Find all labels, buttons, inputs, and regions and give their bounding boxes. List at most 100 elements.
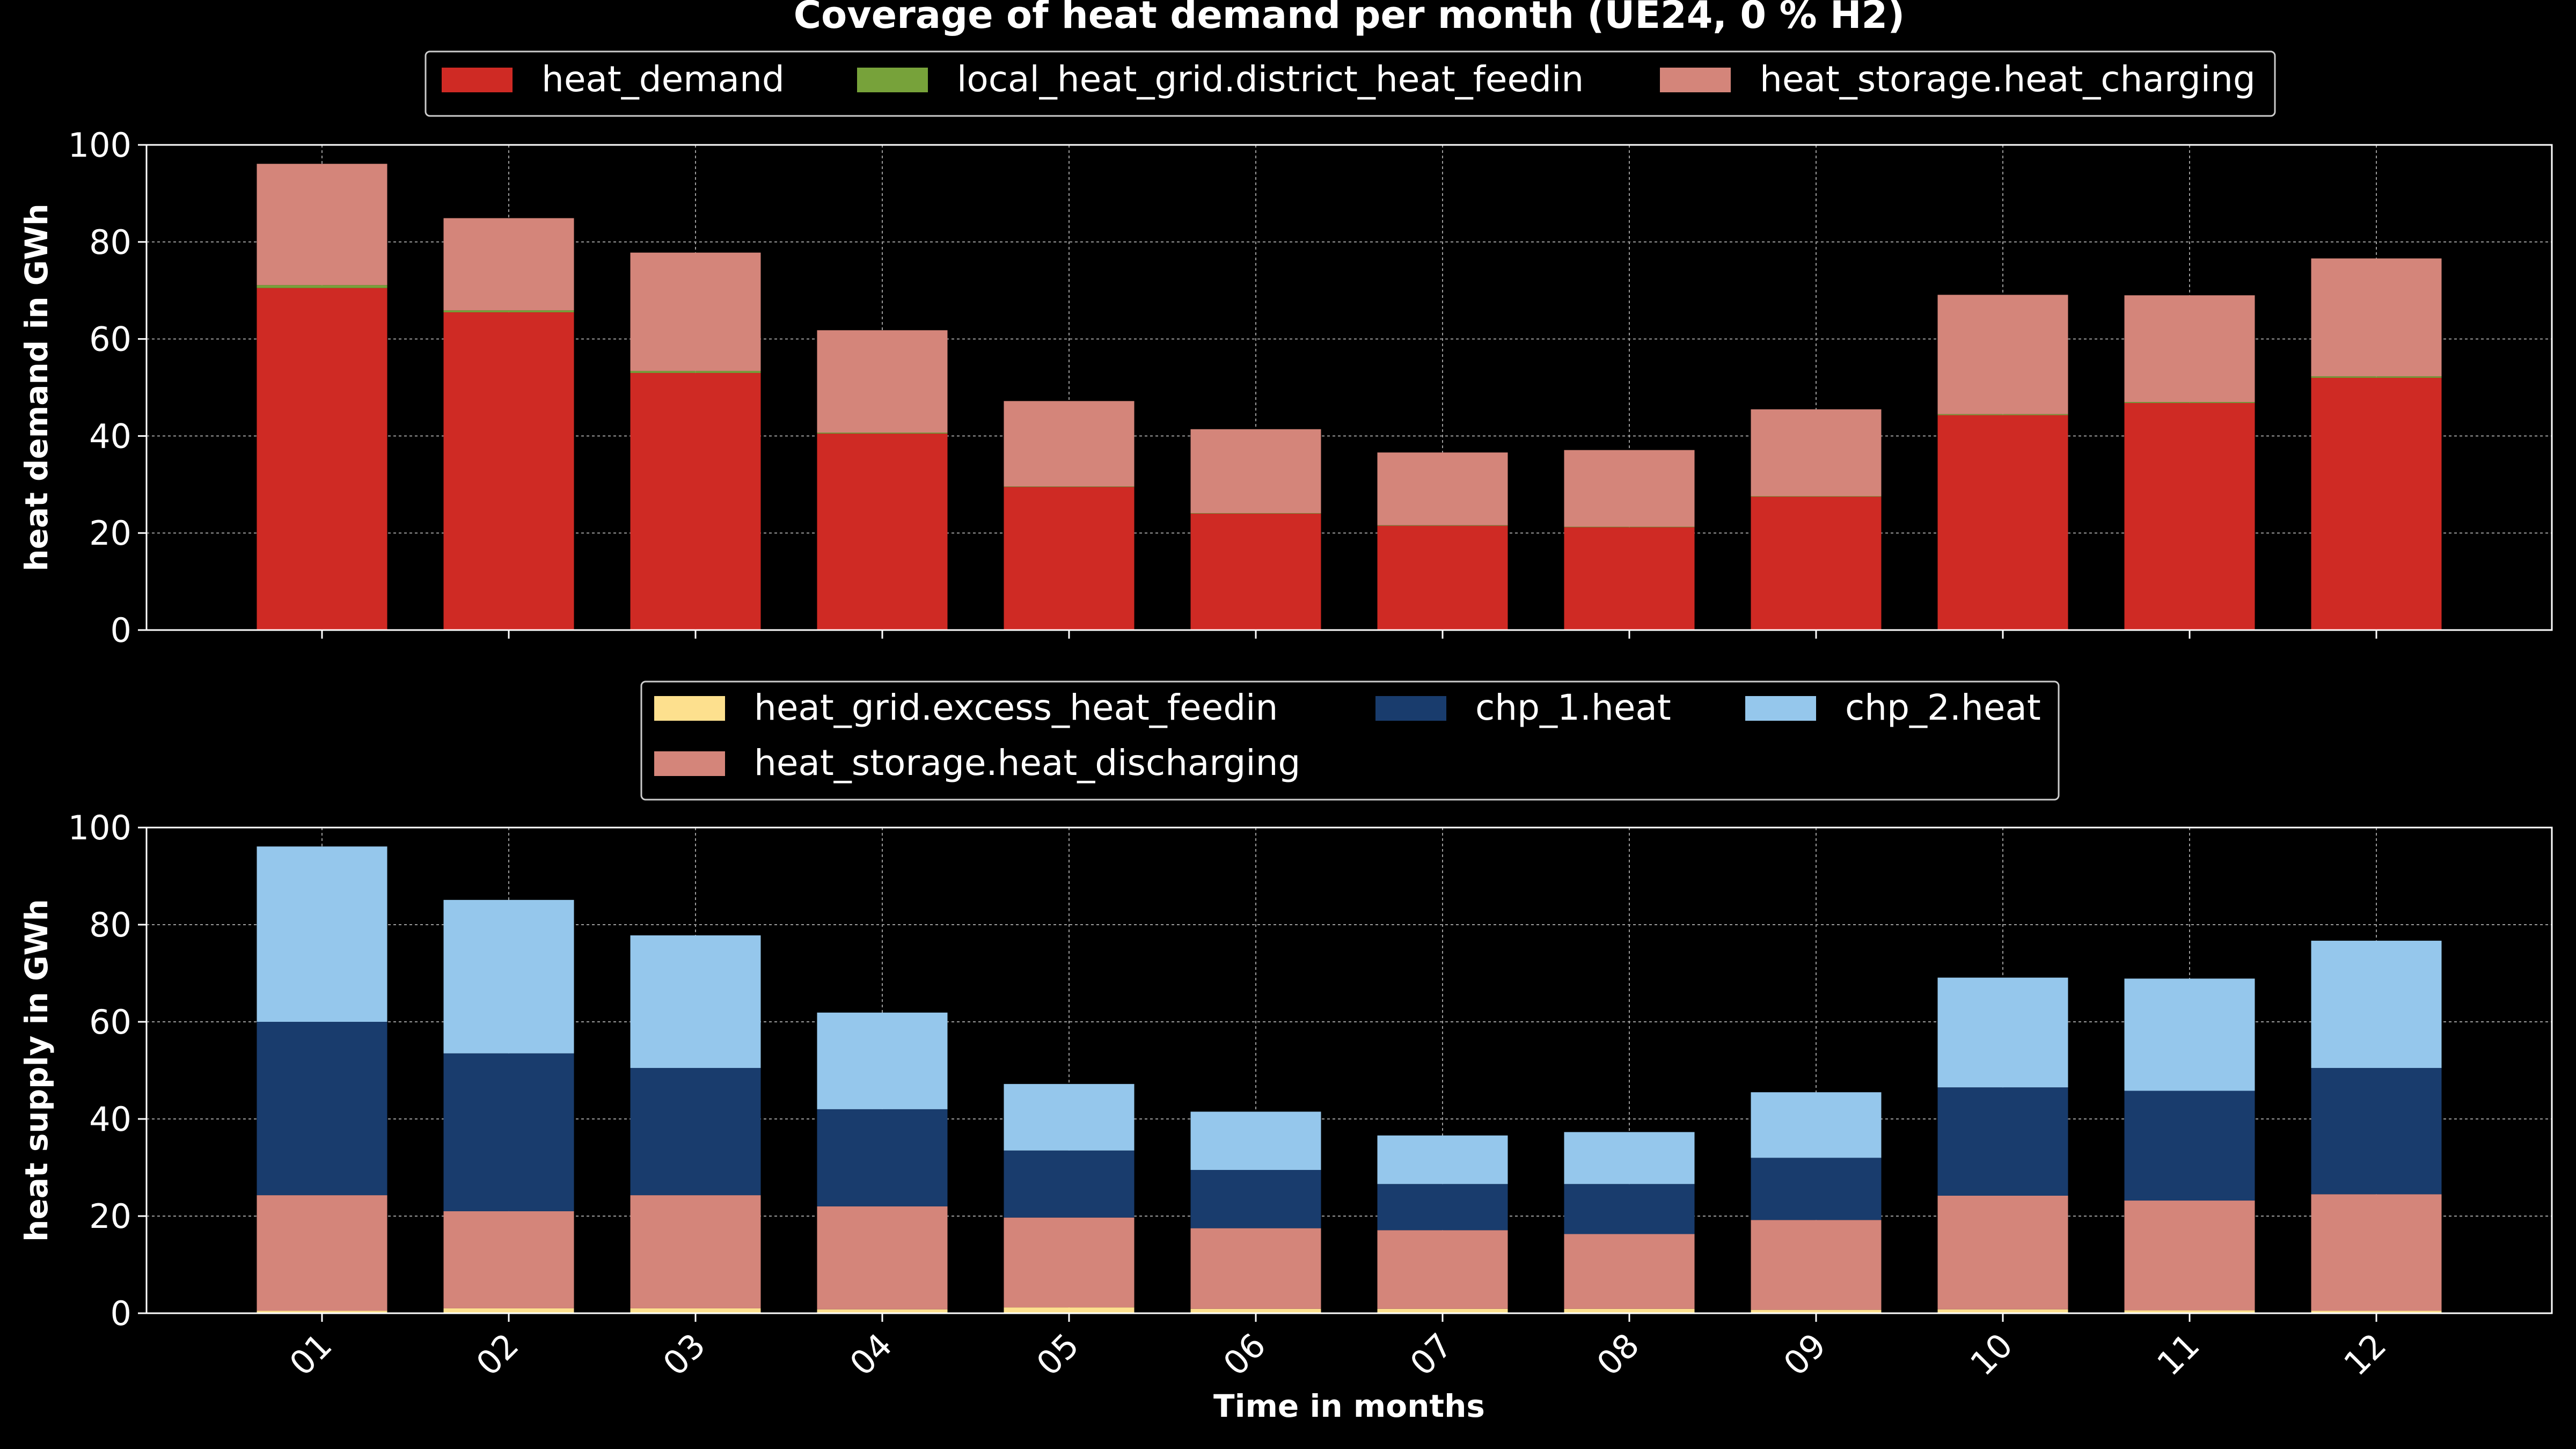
legend-label-chp-1-heat: chp_1.heat [1475, 687, 1671, 728]
bar-chp-1-heat-08 [1564, 1184, 1695, 1234]
legend-frame [640, 680, 2060, 801]
bar-heat-storage-heat-discharging-09 [1751, 1220, 1882, 1310]
bar-chp-2-heat-01 [257, 846, 387, 1022]
legend-swatch-heat-storage-heat-discharging [654, 751, 725, 776]
bar-chp-2-heat-05 [1004, 1084, 1135, 1151]
bar-chp-1-heat-06 [1190, 1170, 1321, 1228]
bar-chp-2-heat-08 [1564, 1132, 1695, 1184]
plot-frame [145, 826, 2553, 1314]
bar-heat-storage-heat-discharging-01 [257, 1195, 387, 1311]
legend: heat_grid.excess_heat_feedin heat_storage… [640, 680, 2060, 801]
bar-heat-grid-excess-heat-feedin-12 [2311, 1311, 2442, 1313]
bar-heat-demand-05 [1004, 487, 1135, 630]
y-tick-label: 0 [111, 611, 131, 650]
bar-heat-grid-excess-heat-feedin-10 [1937, 1309, 2068, 1313]
bar-local-heat-grid-district-heat-feedin-04 [817, 433, 948, 434]
bar-heat-grid-excess-heat-feedin-05 [1004, 1307, 1135, 1313]
chart-title: Coverage of heat demand per month (UE24,… [794, 0, 1905, 37]
bar-heat-storage-heat-charging-03 [630, 252, 761, 371]
bar-chp-1-heat-09 [1751, 1158, 1882, 1220]
bar-heat-storage-heat-discharging-10 [1937, 1195, 2068, 1309]
bar-chp-1-heat-05 [1004, 1150, 1135, 1218]
bar-heat-grid-excess-heat-feedin-03 [630, 1308, 761, 1313]
legend-swatch-heat-demand [442, 68, 513, 92]
bar-heat-storage-heat-charging-04 [817, 330, 948, 433]
bar-heat-storage-heat-discharging-11 [2124, 1201, 2255, 1311]
bar-heat-demand-06 [1190, 514, 1321, 630]
bar-heat-storage-heat-discharging-05 [1004, 1217, 1135, 1308]
legend-label-heat-grid-excess-heat-feedin: heat_grid.excess_heat_feedin [754, 687, 1278, 728]
y-tick-label: 80 [89, 905, 131, 945]
bar-chp-1-heat-04 [817, 1109, 948, 1206]
bar-heat-storage-heat-charging-09 [1751, 409, 1882, 496]
y-tick-label: 20 [89, 514, 131, 553]
y-tick-label: 0 [111, 1294, 131, 1333]
bar-chp-2-heat-06 [1190, 1111, 1321, 1170]
legend-swatch-local-heat-grid-district-heat-feedin [857, 68, 928, 92]
bar-heat-storage-heat-charging-12 [2311, 258, 2442, 377]
bar-chp-2-heat-12 [2311, 940, 2442, 1068]
legend-swatch-chp-2-heat [1745, 696, 1816, 721]
heat-demand-panel: 0 20 40 60 80 100 heat demand in GWh heat_deman… [18, 50, 2553, 650]
bar-heat-storage-heat-charging-02 [443, 218, 574, 311]
bar-heat-storage-heat-charging-01 [257, 164, 387, 286]
legend-swatch-chp-1-heat [1375, 696, 1446, 721]
bars [257, 846, 2442, 1313]
bars [257, 164, 2442, 630]
legend: heat_demand local_heat_grid.district_heat… [425, 50, 2276, 117]
bar-heat-storage-heat-charging-10 [1937, 295, 2068, 414]
heat-supply-panel: 0 20 40 60 80 100 heat supply in GWh heat_grid.… [18, 680, 2553, 1424]
plot-frame [145, 144, 2553, 631]
y-tick-label: 100 [68, 126, 131, 165]
bar-chp-2-heat-03 [630, 935, 761, 1068]
legend-label-heat-demand: heat_demand [541, 58, 785, 100]
y-axis-label: heat supply in GWh [18, 899, 55, 1242]
legend-label-local-heat-grid-district-heat-feedin: local_heat_grid.district_heat_feedin [957, 58, 1584, 100]
bar-chp-1-heat-11 [2124, 1091, 2255, 1201]
bar-heat-storage-heat-discharging-04 [817, 1206, 948, 1309]
bar-local-heat-grid-district-heat-feedin-01 [257, 285, 387, 288]
bar-heat-storage-heat-discharging-08 [1564, 1234, 1695, 1309]
bar-local-heat-grid-district-heat-feedin-02 [443, 310, 574, 312]
bar-chp-1-heat-12 [2311, 1067, 2442, 1195]
bar-heat-demand-09 [1751, 496, 1882, 630]
bar-heat-demand-08 [1564, 527, 1695, 630]
bar-heat-demand-11 [2124, 402, 2255, 630]
bar-heat-demand-01 [257, 288, 387, 630]
bar-heat-storage-heat-discharging-06 [1190, 1228, 1321, 1309]
y-tick-label: 60 [89, 1002, 131, 1042]
bar-chp-2-heat-07 [1377, 1135, 1508, 1184]
bar-heat-demand-12 [2311, 377, 2442, 630]
bar-local-heat-grid-district-heat-feedin-03 [630, 371, 761, 373]
legend-label-chp-2-heat: chp_2.heat [1845, 687, 2041, 728]
bar-local-heat-grid-district-heat-feedin-05 [1004, 486, 1135, 487]
bar-heat-demand-07 [1377, 525, 1508, 630]
bar-heat-storage-heat-charging-11 [2124, 295, 2255, 402]
y-tick-label: 100 [68, 808, 131, 847]
bar-chp-2-heat-04 [817, 1012, 948, 1109]
bar-local-heat-grid-district-heat-feedin-07 [1377, 525, 1508, 526]
y-tick-label: 60 [89, 320, 131, 359]
bar-chp-2-heat-02 [443, 899, 574, 1053]
y-axis-label: heat demand in GWh [18, 203, 55, 571]
bar-heat-storage-heat-discharging-03 [630, 1195, 761, 1308]
y-tick-label: 20 [89, 1197, 131, 1236]
bar-heat-grid-excess-heat-feedin-08 [1564, 1308, 1695, 1313]
legend-swatch-heat-storage-heat-charging [1660, 68, 1731, 92]
bar-chp-2-heat-11 [2124, 978, 2255, 1091]
y-tick-label: 80 [89, 223, 131, 262]
bar-heat-grid-excess-heat-feedin-02 [443, 1308, 574, 1313]
bar-local-heat-grid-district-heat-feedin-10 [1937, 414, 2068, 415]
bar-heat-storage-heat-charging-06 [1190, 429, 1321, 514]
bar-chp-1-heat-03 [630, 1067, 761, 1196]
bar-heat-storage-heat-charging-08 [1564, 450, 1695, 527]
bar-chp-1-heat-07 [1377, 1184, 1508, 1231]
legend-swatch-heat-grid-excess-heat-feedin [654, 696, 725, 721]
bar-chp-2-heat-09 [1751, 1092, 1882, 1158]
x-axis-label: Time in months [1213, 1388, 1485, 1424]
legend-label-heat-storage-heat-charging: heat_storage.heat_charging [1760, 58, 2256, 100]
bar-heat-storage-heat-discharging-07 [1377, 1230, 1508, 1309]
bar-heat-grid-excess-heat-feedin-06 [1190, 1308, 1321, 1313]
bar-heat-demand-10 [1937, 415, 2068, 630]
